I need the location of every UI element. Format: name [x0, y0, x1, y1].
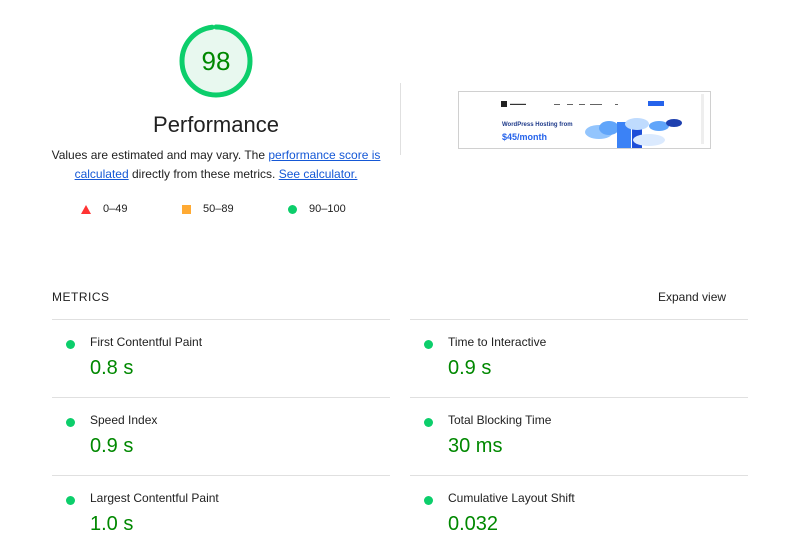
- metric-name: Speed Index: [90, 413, 158, 427]
- metric-speed-index: Speed Index 0.9 s: [52, 398, 390, 476]
- metric-value: 0.032: [448, 513, 499, 535]
- vertical-divider: [400, 83, 401, 155]
- description-prefix: Values are estimated and may vary. The: [51, 148, 269, 162]
- divider: [52, 397, 390, 398]
- category-title: Performance: [153, 112, 279, 137]
- legend-label: 50–89: [203, 203, 234, 215]
- legend-fail: 0–49: [81, 203, 127, 215]
- final-screenshot[interactable]: ▬▬▬▬ ▬▬ ▬▬ ▬▬ ▬▬▬▬ ▬ WordPress Hosting f…: [458, 91, 711, 149]
- score-ring-icon: [179, 24, 253, 98]
- performance-score-gauge: 98: [179, 24, 253, 98]
- metric-name: Time to Interactive: [448, 335, 547, 349]
- site-cta-button: [648, 101, 664, 106]
- divider: [52, 475, 390, 476]
- score-value: 98: [201, 46, 231, 76]
- score-description: Values are estimated and may vary. The p…: [40, 146, 392, 184]
- metric-name: First Contentful Paint: [90, 335, 203, 349]
- pass-circle-icon: [66, 496, 75, 505]
- see-calculator-link[interactable]: See calculator.: [278, 167, 358, 181]
- divider: [410, 319, 748, 320]
- site-logo-icon: [501, 101, 507, 107]
- metric-name: Total Blocking Time: [448, 413, 552, 427]
- triangle-icon: [81, 204, 91, 214]
- metric-name: Largest Contentful Paint: [90, 491, 219, 505]
- expand-view-toggle[interactable]: Expand view: [658, 290, 727, 304]
- pass-circle-icon: [66, 340, 75, 349]
- circle-icon: [288, 204, 297, 214]
- legend-average: 50–89: [182, 203, 234, 215]
- metrics-heading: METRICS: [52, 290, 110, 304]
- metric-value: 0.9 s: [90, 435, 134, 457]
- metric-value: 0.9 s: [448, 357, 492, 379]
- metric-first-contentful-paint: First Contentful Paint 0.8 s: [52, 320, 390, 398]
- legend-pass: 90–100: [288, 203, 346, 215]
- divider: [52, 319, 390, 320]
- site-nav-item: ▬▬▬▬: [590, 102, 602, 106]
- cloud-illustration-icon: [585, 118, 682, 148]
- legend-label: 90–100: [309, 203, 346, 215]
- pass-circle-icon: [66, 418, 75, 427]
- metric-value: 1.0 s: [90, 513, 134, 535]
- metric-largest-contentful-paint: Largest Contentful Paint 1.0 s: [52, 476, 390, 554]
- divider: [410, 397, 748, 398]
- legend-label: 0–49: [103, 203, 128, 215]
- site-nav-item: ▬▬: [554, 102, 560, 106]
- score-legend: 0–49 50–89 90–100: [0, 203, 400, 219]
- metric-time-to-interactive: Time to Interactive 0.9 s: [410, 320, 748, 398]
- site-nav-item: ▬: [615, 102, 618, 106]
- pass-circle-icon: [424, 496, 433, 505]
- divider: [410, 475, 748, 476]
- metric-name: Cumulative Layout Shift: [448, 491, 575, 505]
- site-nav-item: ▬▬: [567, 102, 573, 106]
- metric-total-blocking-time: Total Blocking Time 30 ms: [410, 398, 748, 476]
- pass-circle-icon: [424, 340, 433, 349]
- metric-value: 30 ms: [448, 435, 503, 457]
- site-headline: WordPress Hosting from: [502, 122, 573, 128]
- metric-value: 0.8 s: [90, 357, 134, 379]
- screenshot-scrollbar: [701, 94, 704, 144]
- metric-cumulative-layout-shift: Cumulative Layout Shift 0.032: [410, 476, 748, 554]
- pass-circle-icon: [424, 418, 433, 427]
- site-nav-item: ▬▬: [579, 102, 585, 106]
- site-brand: ▬▬▬▬: [510, 101, 526, 106]
- performance-score-link[interactable]: performance score is calculated: [74, 148, 381, 181]
- description-middle: directly from these metrics.: [128, 167, 279, 181]
- site-price: $45/month: [502, 132, 548, 142]
- square-icon: [182, 204, 191, 214]
